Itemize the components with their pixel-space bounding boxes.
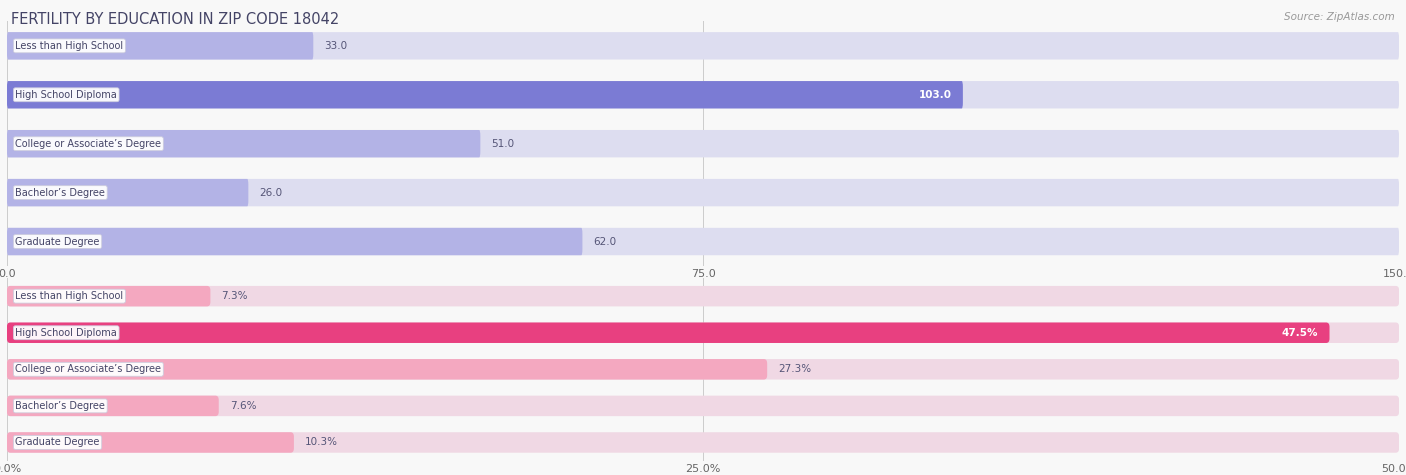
FancyBboxPatch shape: [7, 179, 249, 206]
Text: High School Diploma: High School Diploma: [15, 328, 117, 338]
FancyBboxPatch shape: [7, 179, 1399, 206]
FancyBboxPatch shape: [7, 130, 1399, 157]
Text: 7.6%: 7.6%: [229, 401, 256, 411]
Text: 51.0: 51.0: [492, 139, 515, 149]
Text: 10.3%: 10.3%: [305, 437, 337, 447]
Text: Graduate Degree: Graduate Degree: [15, 437, 100, 447]
Text: Less than High School: Less than High School: [15, 291, 124, 301]
FancyBboxPatch shape: [7, 359, 768, 380]
FancyBboxPatch shape: [7, 286, 1399, 306]
FancyBboxPatch shape: [7, 32, 314, 59]
FancyBboxPatch shape: [7, 323, 1399, 343]
Text: Less than High School: Less than High School: [15, 41, 124, 51]
Text: Graduate Degree: Graduate Degree: [15, 237, 100, 247]
FancyBboxPatch shape: [7, 396, 219, 416]
Text: 7.3%: 7.3%: [221, 291, 247, 301]
Text: Bachelor’s Degree: Bachelor’s Degree: [15, 401, 105, 411]
Text: 26.0: 26.0: [260, 188, 283, 198]
FancyBboxPatch shape: [7, 228, 582, 255]
FancyBboxPatch shape: [7, 81, 1399, 108]
Text: 103.0: 103.0: [918, 90, 952, 100]
Text: 27.3%: 27.3%: [778, 364, 811, 374]
FancyBboxPatch shape: [7, 323, 1330, 343]
Text: High School Diploma: High School Diploma: [15, 90, 117, 100]
Text: College or Associate’s Degree: College or Associate’s Degree: [15, 139, 162, 149]
FancyBboxPatch shape: [7, 286, 211, 306]
Text: 33.0: 33.0: [325, 41, 347, 51]
FancyBboxPatch shape: [7, 228, 1399, 255]
FancyBboxPatch shape: [7, 432, 294, 453]
Text: 47.5%: 47.5%: [1282, 328, 1319, 338]
FancyBboxPatch shape: [7, 432, 1399, 453]
Text: Source: ZipAtlas.com: Source: ZipAtlas.com: [1284, 12, 1395, 22]
FancyBboxPatch shape: [7, 32, 1399, 59]
Text: Bachelor’s Degree: Bachelor’s Degree: [15, 188, 105, 198]
Text: FERTILITY BY EDUCATION IN ZIP CODE 18042: FERTILITY BY EDUCATION IN ZIP CODE 18042: [11, 12, 339, 27]
FancyBboxPatch shape: [7, 359, 1399, 380]
FancyBboxPatch shape: [7, 81, 963, 108]
FancyBboxPatch shape: [7, 130, 481, 157]
FancyBboxPatch shape: [7, 396, 1399, 416]
Text: 62.0: 62.0: [593, 237, 617, 247]
Text: College or Associate’s Degree: College or Associate’s Degree: [15, 364, 162, 374]
